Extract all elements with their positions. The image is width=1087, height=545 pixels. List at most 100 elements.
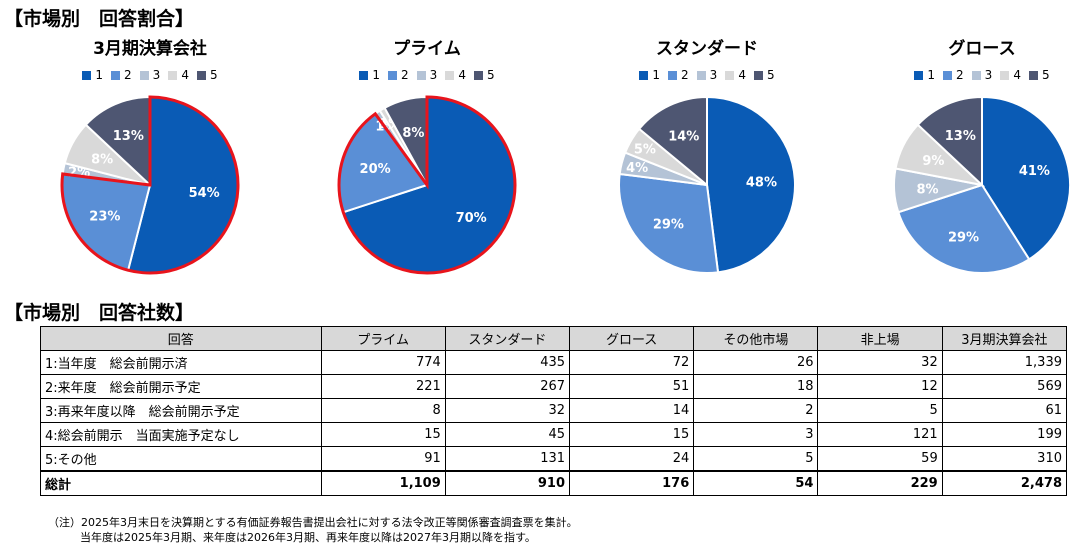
pie-data-label: 29%: [653, 218, 684, 233]
legend-label: 4: [181, 68, 189, 82]
response-count-table: 回答 プライム スタンダード グロース その他市場 非上場 3月期決算会社 1:…: [40, 326, 1068, 496]
legend-item: 3: [416, 68, 438, 82]
legend-item: 4: [725, 68, 746, 82]
legend-label: 3: [984, 68, 993, 82]
table-row: 1:当年度 総会前開示済 774 435 72 26 32 1,339: [40, 350, 1068, 375]
legend-item: 4: [1000, 68, 1021, 82]
footnote-continued: 当年度は2025年3月期、来年度は2026年3月期、再来年度以降は2027年3月…: [80, 531, 536, 544]
total-value: 910: [444, 470, 571, 496]
row-label: 4:総会前開示 当面実施予定なし: [40, 422, 322, 447]
total-value: 1,109: [320, 470, 446, 496]
legend-item: 5: [473, 68, 495, 82]
pie-data-label: 8%: [402, 126, 424, 141]
chart-legend: 1 2 3 4 5: [297, 68, 557, 82]
pie-data-label: 70%: [456, 211, 487, 226]
legend-item: 3: [139, 68, 161, 82]
section-title-counts: 【市場別 回答社数】: [4, 302, 195, 324]
table-row: 4:総会前開示 当面実施予定なし 15 45 15 3 121 199: [40, 422, 1068, 447]
chart-title: プライム: [393, 39, 461, 59]
cell-value: 199: [941, 422, 1068, 447]
cell-value: 91: [320, 446, 446, 472]
cell-value: 12: [817, 374, 943, 399]
legend-swatch: [943, 70, 953, 80]
row-label: 2:来年度 総会前開示予定: [40, 374, 322, 399]
cell-value: 774: [320, 350, 446, 375]
legend-label: 1: [652, 68, 661, 82]
legend-swatch: [1000, 70, 1010, 80]
pie-data-label: 41%: [1019, 164, 1050, 179]
pie-data-label: 14%: [668, 130, 699, 145]
header-prime: プライム: [320, 326, 446, 351]
pie-svg: 41% 29% 8% 9%13%: [893, 95, 1071, 274]
chart-legend: 1 2 3 4 5: [852, 68, 1087, 82]
pie-data-label: 54%: [189, 186, 220, 201]
cell-value: 2: [693, 398, 819, 423]
legend-swatch: [668, 70, 678, 80]
legend-swatch: [696, 70, 706, 80]
legend-swatch: [1028, 70, 1038, 80]
legend-swatch: [445, 70, 455, 80]
header-answer: 回答: [40, 326, 322, 351]
legend-swatch: [416, 70, 426, 80]
pie-data-label: 5%: [634, 142, 656, 157]
legend-item: 5: [753, 68, 775, 82]
cell-value: 14: [569, 398, 695, 423]
pie-svg: 54%23%2%8%13%: [60, 95, 240, 275]
cell-value: 72: [569, 350, 695, 375]
highlight-outline: [337, 95, 517, 275]
legend-item: 2: [668, 68, 689, 82]
legend-item: 3: [696, 68, 718, 82]
legend-label: 2: [124, 68, 132, 82]
legend-swatch: [196, 70, 206, 80]
chart-title: 3月期決算会社: [93, 39, 207, 59]
highlight-outline: [60, 95, 240, 275]
table-total-row: 総計 1,109 910 176 54 229 2,478: [40, 470, 1068, 496]
legend-swatch: [971, 70, 981, 80]
legend-swatch: [639, 70, 649, 80]
legend-label: 3: [152, 68, 161, 82]
chart-legend: 1 2 3 4 5: [20, 68, 280, 82]
cell-value: 221: [320, 374, 446, 399]
legend-item: 2: [388, 68, 409, 82]
legend-label: 4: [458, 68, 466, 82]
pie-data-label: 48%: [746, 176, 777, 191]
pie-data-label: 8%: [917, 182, 939, 197]
legend-label: 3: [709, 68, 718, 82]
pie-chart-growth: グロース 1 2 3 4 5 41% 29% 8% 9% 13%: [852, 34, 1087, 284]
total-value: 176: [569, 470, 695, 496]
legend-label: 3: [429, 68, 438, 82]
pie-svg: 70%20%1%1%8%: [337, 95, 517, 275]
pie-data-label: 13%: [945, 129, 976, 144]
cell-value: 435: [444, 350, 571, 375]
footnote: （注）2025年3月末日を決算期とする有価証券報告書提出会社に対する法令改正等関…: [48, 516, 578, 529]
header-unlisted: 非上場: [817, 326, 943, 351]
row-label: 1:当年度 総会前開示済: [40, 350, 322, 375]
pie-data-label: 4%: [626, 161, 648, 176]
cell-value: 59: [817, 446, 943, 472]
cell-value: 5: [693, 446, 819, 472]
header-march-fiscal: 3月期決算会社: [941, 326, 1068, 351]
pie-slice-5: [637, 95, 708, 188]
legend-item: 1: [359, 68, 380, 82]
cell-value: 18: [693, 374, 819, 399]
legend-label: 5: [486, 68, 495, 82]
chart-title: スタンダード: [656, 39, 758, 59]
cell-value: 3: [693, 422, 819, 447]
pie-data-label: 8%: [91, 153, 113, 168]
legend-item: 1: [914, 68, 935, 82]
legend-label: 5: [766, 68, 775, 82]
cell-value: 5: [817, 398, 943, 423]
table-row: 5:その他 91 131 24 5 59 310: [40, 446, 1068, 472]
cell-value: 131: [444, 446, 571, 472]
pie-data-label: 23%: [89, 210, 120, 225]
legend-label: 1: [95, 68, 104, 82]
legend-item: 1: [82, 68, 103, 82]
cell-value: 15: [569, 422, 695, 447]
chart-title: グロース: [948, 39, 1016, 59]
legend-item: 4: [445, 68, 466, 82]
legend-item: 3: [971, 68, 993, 82]
cell-value: 32: [817, 350, 943, 375]
legend-swatch: [473, 70, 483, 80]
cell-value: 1,339: [941, 350, 1068, 375]
